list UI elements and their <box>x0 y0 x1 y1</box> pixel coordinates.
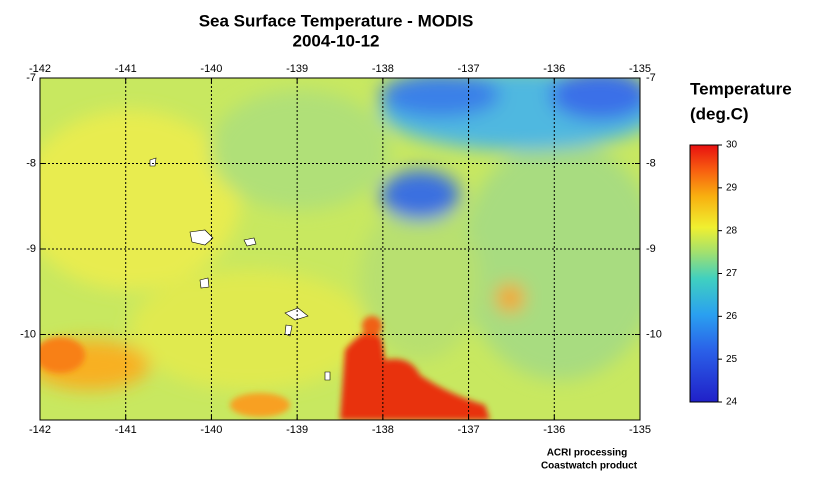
y-tick-label: -9 <box>646 243 656 255</box>
colorbar-tick-label: 26 <box>726 311 738 322</box>
map-title: Sea Surface Temperature - MODIS <box>199 11 474 30</box>
x-tick-label: -135 <box>629 424 651 436</box>
colorbar-title: Temperature <box>690 79 792 98</box>
x-tick-label: -140 <box>200 424 222 436</box>
sst-field <box>40 78 640 420</box>
colorbar-tick-label: 24 <box>726 397 738 408</box>
colorbar-tick-label: 28 <box>726 225 738 236</box>
colorbar-tick-label: 27 <box>726 268 738 279</box>
colorbar <box>689 144 719 403</box>
x-tick-label: -137 <box>458 424 480 436</box>
colorbar-title: (deg.C) <box>690 104 749 123</box>
colorbar-tick-label: 29 <box>726 182 738 193</box>
x-tick-label: -139 <box>286 63 308 75</box>
x-tick-label: -139 <box>286 424 308 436</box>
map-subtitle: 2004-10-12 <box>293 31 380 50</box>
y-tick-label: -10 <box>646 328 662 340</box>
x-tick-label: -138 <box>372 424 394 436</box>
y-tick-label: -9 <box>26 243 36 255</box>
x-tick-label: -138 <box>372 63 394 75</box>
x-tick-label: -137 <box>458 63 480 75</box>
islands <box>149 157 331 381</box>
y-tick-label: -8 <box>26 157 36 169</box>
x-tick-label: -142 <box>29 63 51 75</box>
x-tick-label: -141 <box>115 424 137 436</box>
y-tick-label: -7 <box>646 72 656 84</box>
y-tick-label: -10 <box>20 328 36 340</box>
credit: ACRI processing <box>547 448 628 459</box>
x-tick-label: -142 <box>29 424 51 436</box>
x-tick-label: -140 <box>200 63 222 75</box>
colorbar-tick-label: 30 <box>726 140 738 151</box>
y-tick-label: -7 <box>26 72 36 84</box>
y-tick-label: -8 <box>646 157 656 169</box>
x-tick-label: -136 <box>543 424 565 436</box>
x-tick-label: -136 <box>543 63 565 75</box>
x-tick-label: -141 <box>115 63 137 75</box>
x-tick-label: -135 <box>629 63 651 75</box>
credit: Coastwatch product <box>541 461 638 472</box>
colorbar-tick-label: 25 <box>726 354 738 365</box>
